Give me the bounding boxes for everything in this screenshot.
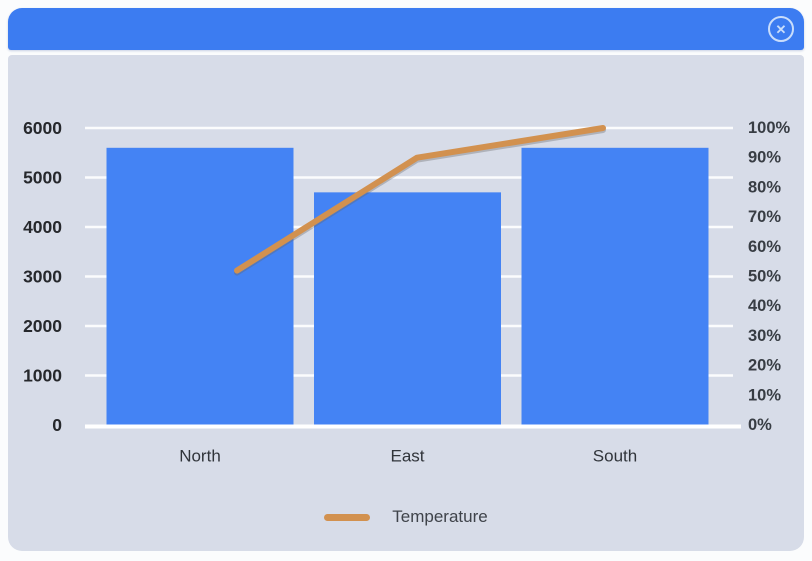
y-axis-left-tick-label: 0 <box>52 415 62 435</box>
combo-chart: 0 1000 2000 3000 4000 5000 6000 0% 10% 20% 30% 40% 5… <box>23 118 791 466</box>
y-axis-left-tick-label: 5000 <box>23 168 62 188</box>
bar-east <box>314 192 501 425</box>
y-axis-right-tick-label: 100% <box>748 119 791 137</box>
dialog-body: 0 1000 2000 3000 4000 5000 6000 0% 10% 20% 30% 40% 5… <box>8 55 804 551</box>
y-axis-left-tick-label: 3000 <box>23 267 62 287</box>
bar-south <box>521 147 709 426</box>
y-axis-left-tick-label: 2000 <box>23 316 62 336</box>
y-axis-left-tick-label: 1000 <box>23 366 62 386</box>
y-axis-right-tick-label: 70% <box>748 208 781 226</box>
y-axis-right-tick-label: 40% <box>748 297 781 315</box>
x-axis-category-label: North <box>179 447 221 466</box>
x-axis-category-label: South <box>593 447 637 466</box>
y-axis-right-tick-label: 80% <box>748 178 781 196</box>
close-icon: ✕ <box>775 21 787 37</box>
y-axis-right-tick-label: 50% <box>748 268 781 286</box>
legend-line-swatch <box>324 513 371 521</box>
temperature-line <box>234 125 606 274</box>
chart-dialog: ✕ 0 1000 2000 3000 4000 5000 6000 0% 10% 20% 30% 40… <box>8 8 804 551</box>
y-axis-right-tick-label: 30% <box>748 327 781 345</box>
y-axis-right-tick-label: 20% <box>748 357 781 375</box>
dialog-header: ✕ <box>8 8 804 50</box>
legend-label: Temperature <box>392 507 488 526</box>
y-axis-right-tick-label: 60% <box>748 238 781 256</box>
chart-legend[interactable]: Temperature <box>8 503 804 531</box>
y-axis-left-tick-label: 4000 <box>23 217 62 237</box>
y-axis-left-tick-label: 6000 <box>23 118 62 138</box>
y-axis-right-tick-label: 10% <box>748 386 781 404</box>
bar-north <box>106 147 294 426</box>
x-axis-category-label: East <box>390 447 424 466</box>
close-button[interactable]: ✕ <box>768 16 794 42</box>
y-axis-right-tick-label: 0% <box>748 416 772 434</box>
y-axis-right-tick-label: 90% <box>748 149 781 167</box>
